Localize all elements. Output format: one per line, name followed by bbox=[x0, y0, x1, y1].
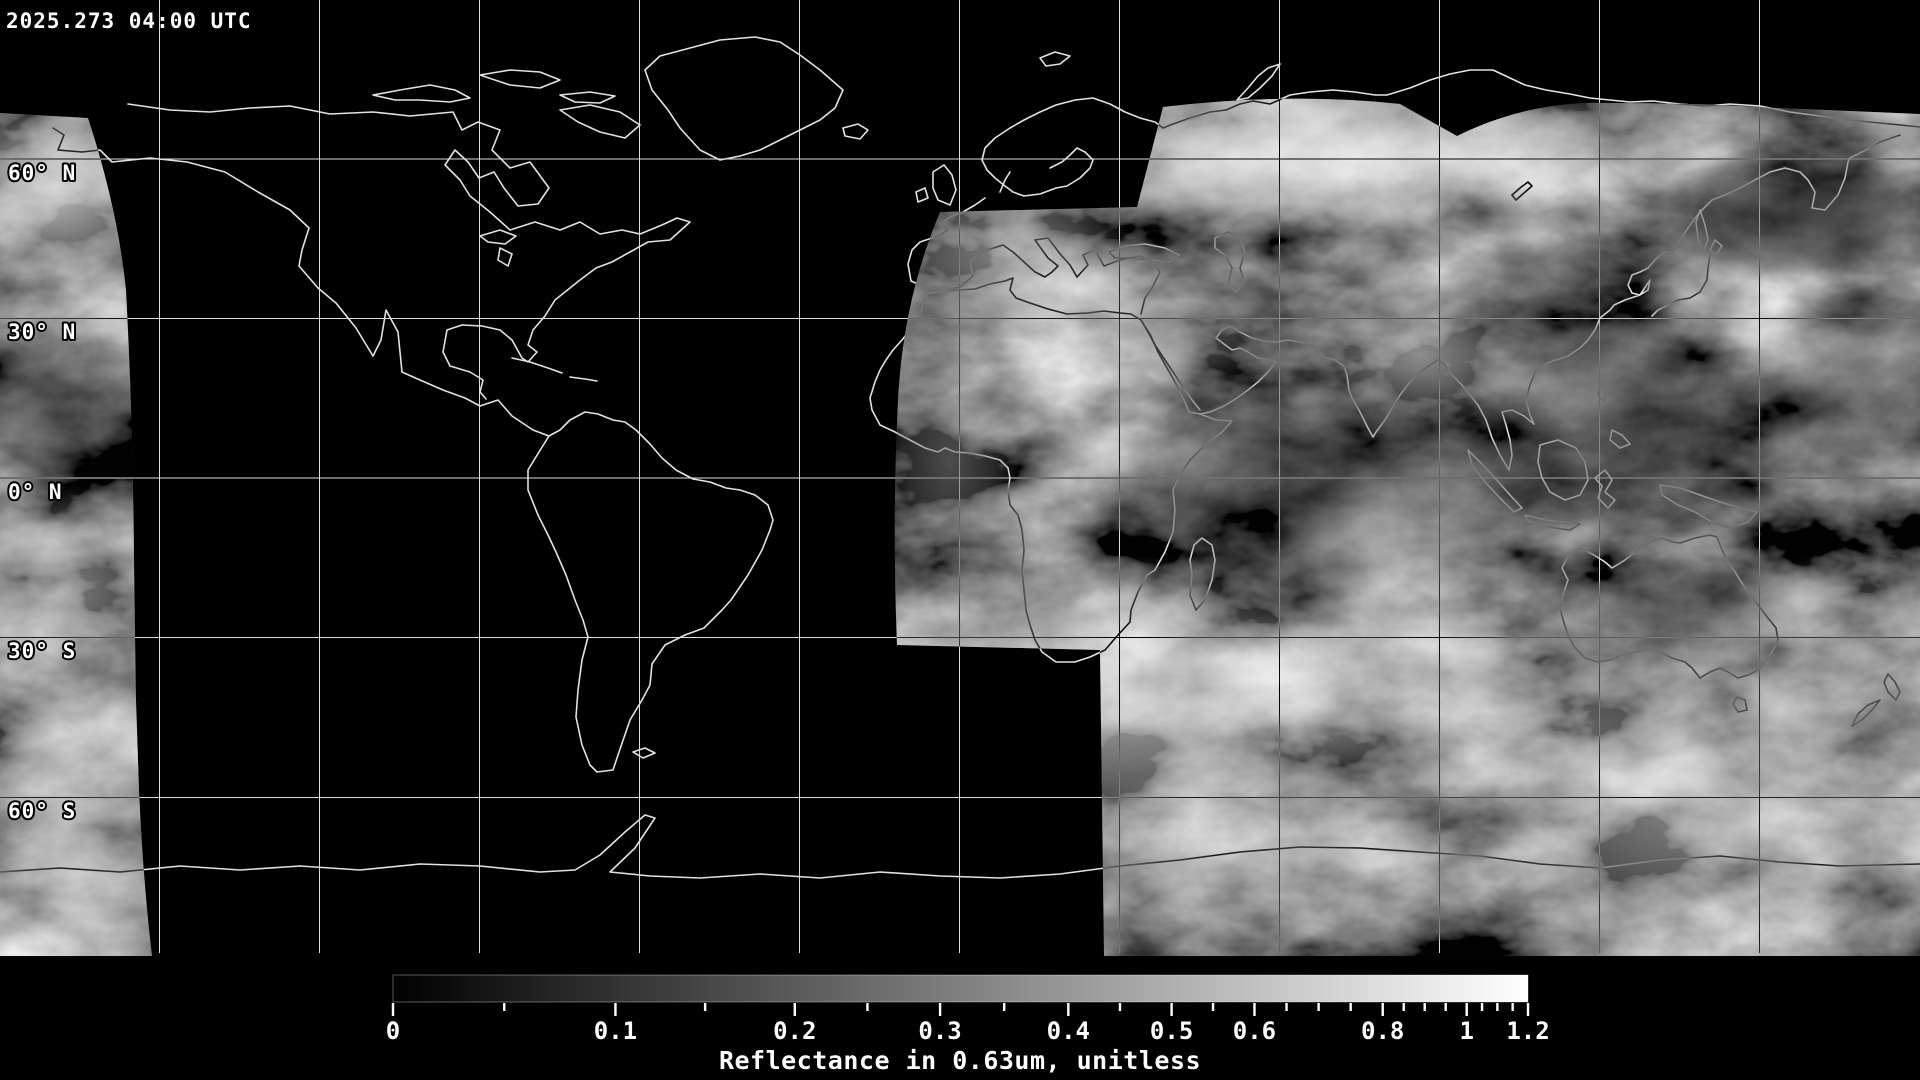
coast-scandinavia bbox=[981, 97, 1227, 197]
coast-falklands bbox=[632, 747, 656, 759]
colorbar-tick-label: 0.8 bbox=[1361, 1017, 1404, 1045]
coast-west-europe-mediterranean bbox=[907, 197, 1161, 315]
colorbar-tick-label: 0.6 bbox=[1233, 1017, 1276, 1045]
coast-iceland bbox=[842, 123, 869, 140]
colorbar: 0 0.1 0.2 0.3 0.4 0.5 0.6 0.8 1 1.2 Reflectance i… bbox=[386, 974, 1550, 1075]
colorbar-gradient-bar bbox=[392, 974, 1529, 1003]
coast-great-lakes bbox=[479, 229, 517, 267]
latitude-label: 30° S bbox=[8, 639, 76, 663]
colorbar-tick-label: 0.2 bbox=[773, 1017, 816, 1045]
coast-south-america bbox=[527, 411, 774, 773]
coast-arctic-islands bbox=[372, 69, 641, 139]
colorbar-tick-label: 1 bbox=[1459, 1017, 1473, 1045]
latitude-label: 30° N bbox=[8, 320, 76, 344]
latitude-longitude-grid bbox=[0, 0, 1920, 953]
coast-asia-arctic bbox=[1225, 69, 1920, 128]
coast-black-sea bbox=[1108, 243, 1180, 263]
colorbar-tick-label: 0.5 bbox=[1150, 1017, 1193, 1045]
colorbar-ticks bbox=[391, 1003, 1530, 1016]
colorbar-tick-label: 0.3 bbox=[918, 1017, 961, 1045]
coast-north-america-east bbox=[127, 103, 691, 400]
coast-japan-sakhalin-baikal bbox=[1511, 181, 1723, 317]
coast-caribbean bbox=[511, 357, 598, 382]
coast-caspian-sea bbox=[1214, 231, 1246, 293]
coast-north-america-west bbox=[52, 127, 550, 437]
coast-africa bbox=[869, 277, 1233, 663]
coast-australia bbox=[1559, 534, 1779, 679]
latitude-label: 60° S bbox=[8, 799, 76, 823]
colorbar-tick-label: 0.4 bbox=[1047, 1017, 1090, 1045]
coast-southeast-asia-islands bbox=[1467, 381, 1758, 531]
colorbar-tick-label: 1.2 bbox=[1506, 1017, 1549, 1045]
colorbar-caption: Reflectance in 0.63um, unitless bbox=[719, 1046, 1201, 1075]
latitude-label: 0° N bbox=[8, 480, 63, 504]
coast-asia-east-south bbox=[1140, 134, 1901, 471]
colorbar-tick-labels: 0 0.1 0.2 0.3 0.4 0.5 0.6 0.8 1 1.2 bbox=[386, 1017, 1550, 1045]
coast-tasmania-new-zealand bbox=[1732, 673, 1901, 727]
latitude-label: 60° N bbox=[8, 161, 76, 185]
coast-madagascar bbox=[1189, 537, 1216, 611]
timestamp: 2025.273 04:00 UTC bbox=[6, 9, 252, 33]
coastlines bbox=[0, 36, 1920, 879]
coast-greenland bbox=[644, 36, 844, 161]
latitude-labels: 60° N 30° N 0° N 30° S 60° S bbox=[6, 159, 77, 825]
colorbar-tick-label: 0 bbox=[386, 1017, 400, 1045]
coast-svalbard-novaya-zemlya bbox=[1039, 51, 1281, 101]
coast-britain-ireland bbox=[915, 164, 957, 206]
coast-antarctica bbox=[0, 814, 1920, 879]
colorbar-tick-label: 0.1 bbox=[594, 1017, 637, 1045]
